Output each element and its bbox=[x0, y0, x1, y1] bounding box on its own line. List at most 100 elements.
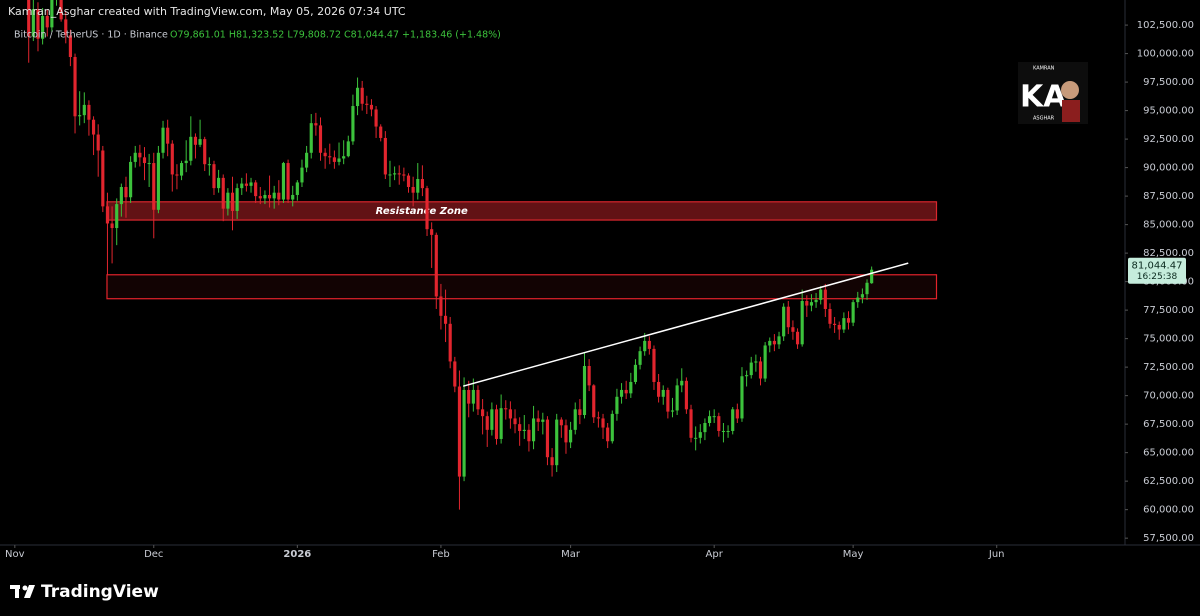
candle-body bbox=[652, 348, 656, 382]
candle-body bbox=[731, 409, 735, 431]
candle-body bbox=[365, 103, 369, 105]
candle-body bbox=[314, 123, 318, 126]
y-tick-label: 67,500.00 bbox=[1143, 419, 1194, 430]
candle-body bbox=[476, 389, 480, 410]
symbol: Bitcoin / TetherUS · 1D · Binance bbox=[14, 30, 168, 41]
y-tick-label: 62,500.00 bbox=[1143, 476, 1194, 487]
candle-body bbox=[217, 177, 221, 189]
x-tick-label: May bbox=[843, 549, 864, 560]
candle-body bbox=[643, 340, 647, 352]
candle-body bbox=[536, 418, 540, 422]
candle-body bbox=[545, 419, 550, 458]
candle-body bbox=[342, 156, 346, 159]
watermark-body bbox=[1062, 100, 1080, 122]
candle-body bbox=[703, 423, 707, 433]
ohlc: O79,861.01 H81,323.52 L79,808.72 C81,044… bbox=[170, 30, 501, 41]
candle-body bbox=[230, 192, 235, 211]
candle-body bbox=[842, 318, 846, 330]
candle-body bbox=[800, 301, 804, 345]
candle-body bbox=[323, 152, 327, 157]
candle-body bbox=[870, 269, 874, 284]
candle-body bbox=[443, 315, 448, 324]
candle-body bbox=[369, 104, 374, 110]
candle-body bbox=[379, 126, 383, 138]
y-tick-label: 87,500.00 bbox=[1143, 191, 1194, 202]
candle-body bbox=[661, 389, 665, 397]
candle-body bbox=[235, 188, 239, 211]
candle-body bbox=[814, 299, 818, 303]
candle-body bbox=[82, 104, 86, 116]
y-tick-label: 82,500.00 bbox=[1143, 248, 1194, 259]
candle-body bbox=[819, 289, 823, 300]
candle-body bbox=[175, 174, 179, 176]
candle-body bbox=[777, 336, 781, 345]
candle-body bbox=[281, 163, 286, 200]
candle-body bbox=[166, 127, 170, 144]
plot-area: Resistance Zone bbox=[27, 0, 938, 510]
candle-body bbox=[596, 417, 600, 419]
candle-body bbox=[68, 35, 72, 58]
candle-body bbox=[221, 177, 225, 209]
candle-body bbox=[198, 139, 202, 145]
candle-body bbox=[78, 115, 82, 117]
watermark-bottom: ASGHAR bbox=[1033, 116, 1055, 122]
candle-body bbox=[582, 365, 587, 416]
candle-body bbox=[717, 416, 721, 431]
y-tick-label: 57,500.00 bbox=[1143, 533, 1194, 544]
candle-body bbox=[758, 361, 763, 379]
candle-body bbox=[263, 194, 267, 199]
credit: Kamran_Asghar created with TradingView.c… bbox=[8, 5, 406, 18]
y-tick-label: 75,000.00 bbox=[1143, 334, 1194, 345]
candle-body bbox=[749, 362, 753, 376]
candle-body bbox=[189, 136, 193, 161]
candle-body bbox=[467, 389, 471, 404]
candle-body bbox=[573, 409, 577, 430]
candle-body bbox=[430, 229, 434, 235]
y-tick-label: 90,000.00 bbox=[1143, 163, 1194, 174]
candle-body bbox=[457, 386, 462, 477]
candle-body bbox=[657, 381, 661, 397]
candle-body bbox=[610, 413, 614, 442]
candle-body bbox=[420, 179, 424, 189]
candle-body bbox=[161, 127, 165, 153]
candle-body bbox=[504, 408, 508, 410]
candle-body bbox=[425, 188, 429, 230]
candle-body bbox=[684, 380, 688, 410]
candle-body bbox=[360, 87, 364, 104]
candle-body bbox=[244, 183, 248, 186]
candle-body bbox=[309, 123, 313, 153]
candle-body bbox=[212, 164, 216, 189]
candle-body bbox=[471, 389, 475, 404]
axes: 57,500.00 60,000.00 62,500.00 65,000.00 67,5… bbox=[5, 20, 1194, 560]
candle-body bbox=[355, 87, 360, 107]
y-tick-label: 65,000.00 bbox=[1143, 448, 1194, 459]
candle-body bbox=[615, 396, 619, 414]
candle-body bbox=[851, 302, 855, 323]
candle-body bbox=[564, 425, 568, 443]
candle-body bbox=[490, 409, 494, 430]
candle-body bbox=[254, 182, 258, 197]
candle-body bbox=[606, 427, 610, 442]
candle-body bbox=[805, 301, 809, 306]
candle-body bbox=[619, 389, 624, 397]
candle-body bbox=[207, 164, 211, 166]
candle-body bbox=[439, 296, 443, 316]
footer-brand: TradingView bbox=[41, 582, 159, 602]
candle-body bbox=[721, 430, 726, 432]
candle-body bbox=[374, 109, 378, 127]
candle-body bbox=[675, 385, 679, 411]
candle-body bbox=[735, 409, 739, 419]
candle-body bbox=[518, 424, 522, 431]
candle-body bbox=[786, 306, 790, 328]
candle-body bbox=[698, 432, 702, 438]
candle-body bbox=[138, 152, 142, 158]
candle-body bbox=[203, 139, 207, 165]
candle-body bbox=[860, 294, 864, 298]
candle-body bbox=[179, 163, 184, 176]
candle-body bbox=[846, 318, 851, 323]
candle-body bbox=[670, 410, 675, 412]
watermark-face bbox=[1061, 81, 1079, 99]
candle-body bbox=[351, 106, 355, 142]
candle-body bbox=[837, 324, 841, 330]
candle-body bbox=[286, 163, 290, 200]
